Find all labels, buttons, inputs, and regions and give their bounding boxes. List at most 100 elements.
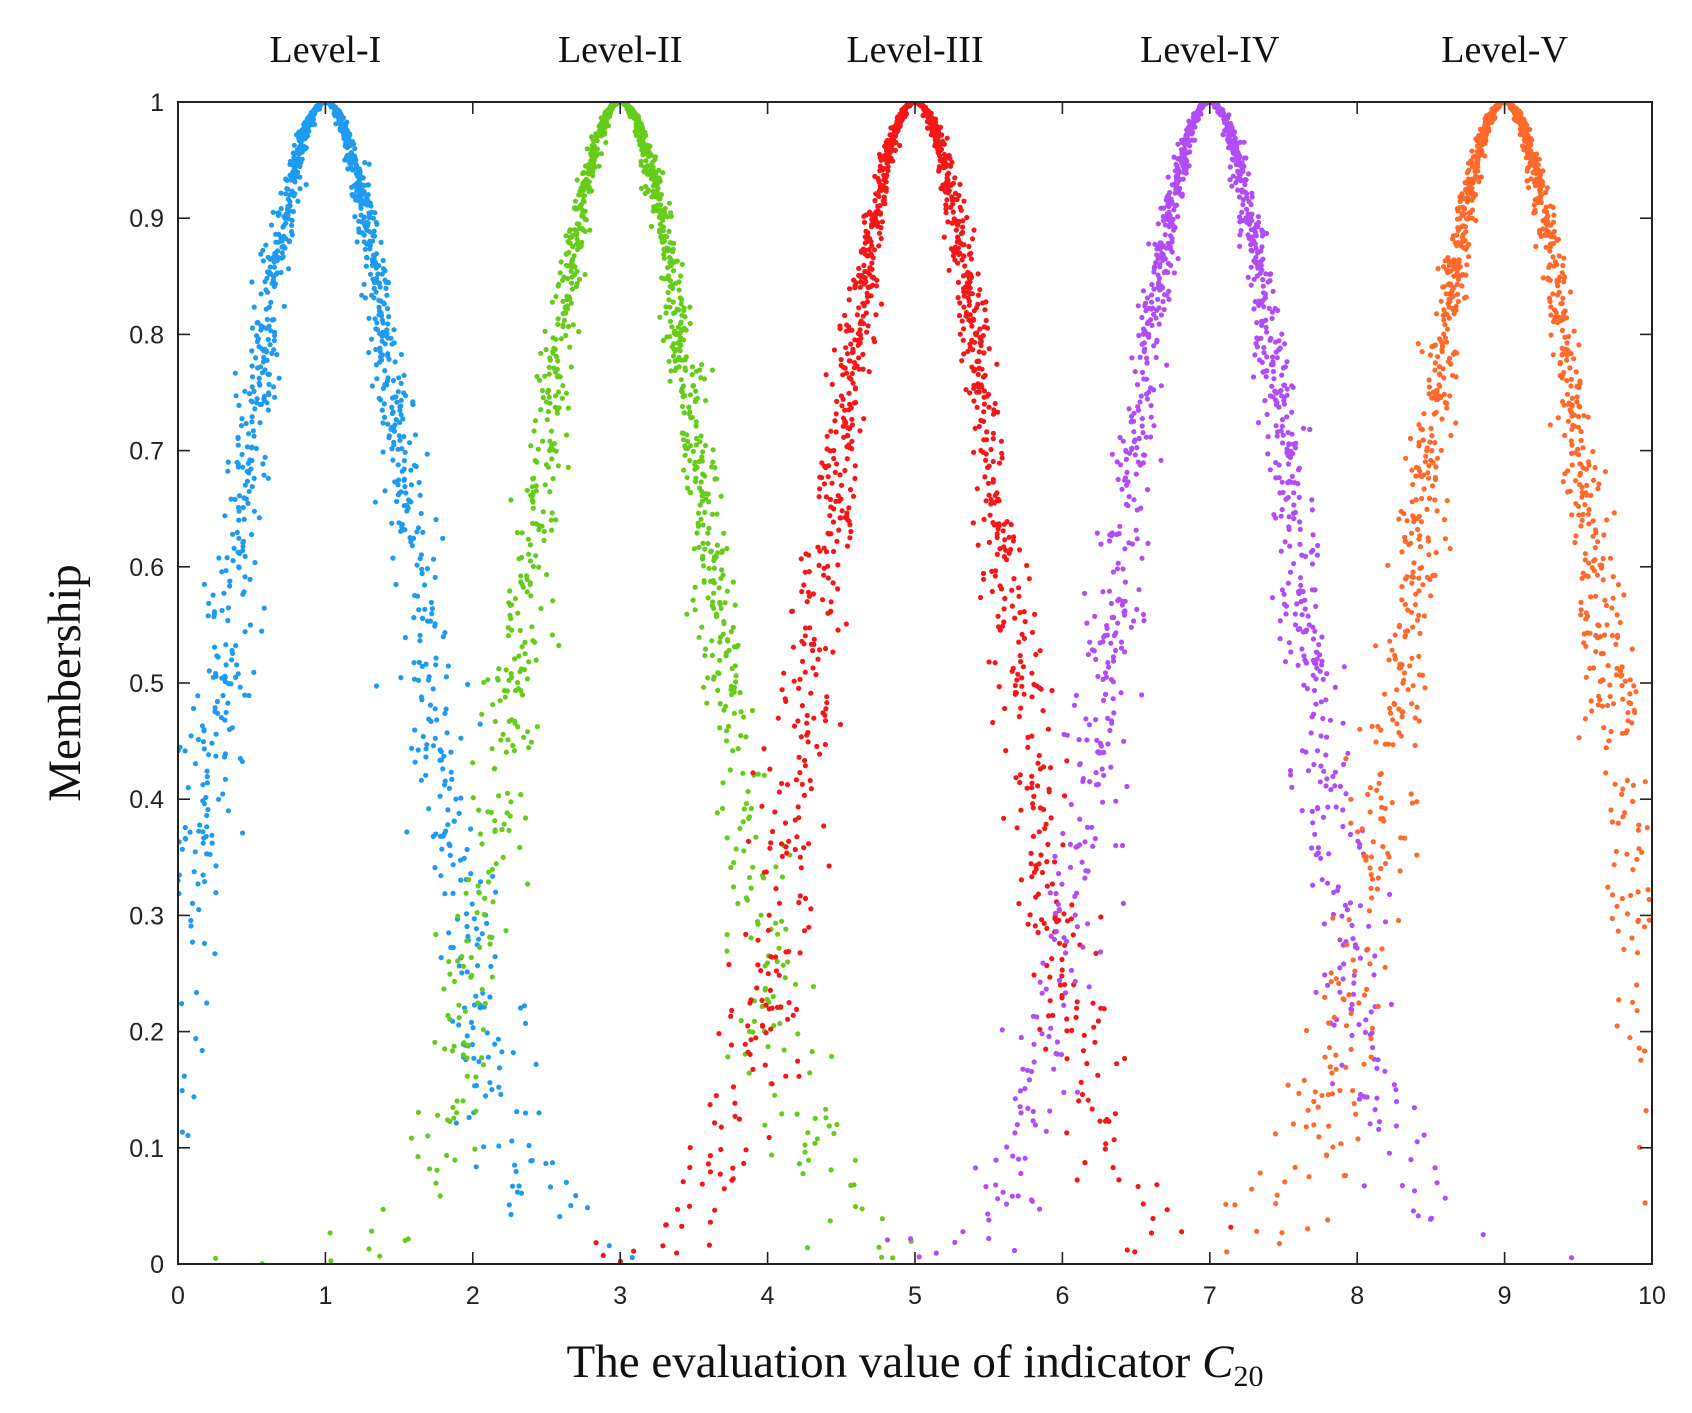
scatter-point — [830, 649, 836, 655]
scatter-point — [253, 445, 259, 452]
level-label: Level-V — [1441, 29, 1568, 71]
scatter-point — [231, 545, 237, 551]
scatter-point — [1043, 986, 1049, 992]
scatter-point — [1143, 434, 1149, 440]
scatter-point — [999, 1027, 1005, 1033]
scatter-point — [1141, 340, 1147, 346]
scatter-point — [416, 479, 422, 486]
scatter-point — [762, 1062, 768, 1068]
scatter-point — [1305, 613, 1311, 619]
scatter-point — [519, 644, 525, 650]
scatter-point — [195, 737, 201, 743]
scatter-point — [193, 1036, 199, 1042]
scatter-point — [991, 500, 998, 506]
scatter-point — [503, 928, 509, 934]
scatter-point — [364, 200, 370, 207]
scatter-point — [1313, 701, 1319, 707]
scatter-point — [245, 500, 251, 506]
scatter-point — [1432, 1165, 1438, 1171]
scatter-point — [1148, 306, 1154, 312]
scatter-point — [666, 247, 673, 253]
scatter-point — [1043, 1128, 1049, 1134]
scatter-point — [779, 687, 785, 693]
scatter-point — [728, 1042, 735, 1048]
scatter-point — [709, 652, 716, 659]
scatter-point — [1321, 768, 1327, 774]
scatter-point — [750, 1066, 756, 1072]
scatter-point — [992, 492, 998, 499]
scatter-point — [1056, 940, 1063, 946]
scatter-point — [195, 693, 201, 699]
scatter-point — [693, 419, 699, 425]
scatter-point — [690, 597, 696, 603]
scatter-point — [1340, 720, 1346, 726]
scatter-point — [473, 1108, 479, 1114]
scatter-point — [291, 142, 297, 148]
scatter-point — [507, 588, 513, 594]
scatter-point — [468, 871, 474, 877]
scatter-point — [1140, 1201, 1146, 1207]
scatter-point — [1480, 1232, 1486, 1238]
scatter-point — [839, 403, 845, 409]
scatter-point — [965, 348, 971, 354]
scatter-point — [1281, 591, 1287, 597]
scatter-point — [847, 425, 853, 431]
scatter-point — [1105, 715, 1111, 721]
scatter-point — [1121, 609, 1127, 615]
scatter-point — [811, 715, 817, 721]
scatter-point — [702, 442, 709, 449]
scatter-point — [957, 181, 963, 187]
plot-area — [178, 102, 1652, 1264]
scatter-point — [826, 1123, 832, 1129]
scatter-point — [1269, 383, 1275, 389]
scatter-point — [1093, 717, 1099, 723]
scatter-point — [1139, 692, 1145, 698]
scatter-point — [1314, 665, 1320, 671]
scatter-point — [1342, 902, 1348, 908]
scatter-point — [699, 556, 706, 562]
scatter-point — [967, 312, 973, 318]
scatter-point — [700, 449, 706, 455]
scatter-point — [463, 911, 470, 917]
scatter-point — [570, 322, 576, 328]
scatter-point — [706, 565, 712, 571]
scatter-point — [1321, 921, 1327, 927]
scatter-point — [443, 828, 449, 834]
scatter-point — [364, 227, 370, 233]
scatter-point — [702, 473, 708, 479]
scatter-point — [917, 102, 923, 107]
scatter-point — [807, 777, 813, 784]
scatter-point — [1046, 1013, 1052, 1019]
scatter-point — [568, 364, 574, 370]
scatter-point — [819, 597, 826, 603]
scatter-point — [524, 487, 530, 493]
scatter-point — [1114, 459, 1120, 465]
scatter-point — [670, 268, 677, 274]
scatter-point — [784, 850, 790, 856]
scatter-point — [995, 409, 1001, 415]
scatter-point — [385, 353, 391, 359]
scatter-point — [974, 404, 980, 410]
scatter-point — [676, 279, 682, 285]
scatter-point — [290, 209, 296, 215]
scatter-point — [986, 346, 992, 352]
scatter-point — [546, 371, 552, 377]
scatter-point — [1175, 256, 1181, 262]
scatter-point — [1014, 825, 1020, 831]
scatter-point — [665, 289, 671, 296]
scatter-point — [993, 1157, 999, 1163]
scatter-point — [1290, 450, 1296, 457]
scatter-point — [433, 655, 439, 661]
scatter-point — [352, 146, 358, 152]
scatter-point — [573, 227, 579, 234]
scatter-point — [1372, 1107, 1378, 1113]
scatter-point — [723, 703, 729, 709]
scatter-point — [865, 284, 871, 290]
scatter-point — [1129, 355, 1135, 361]
scatter-point — [991, 522, 998, 528]
scatter-point — [1053, 1050, 1059, 1057]
scatter-point — [1332, 769, 1338, 775]
scatter-point — [409, 745, 415, 751]
scatter-point — [1259, 359, 1265, 365]
scatter-point — [484, 920, 490, 927]
